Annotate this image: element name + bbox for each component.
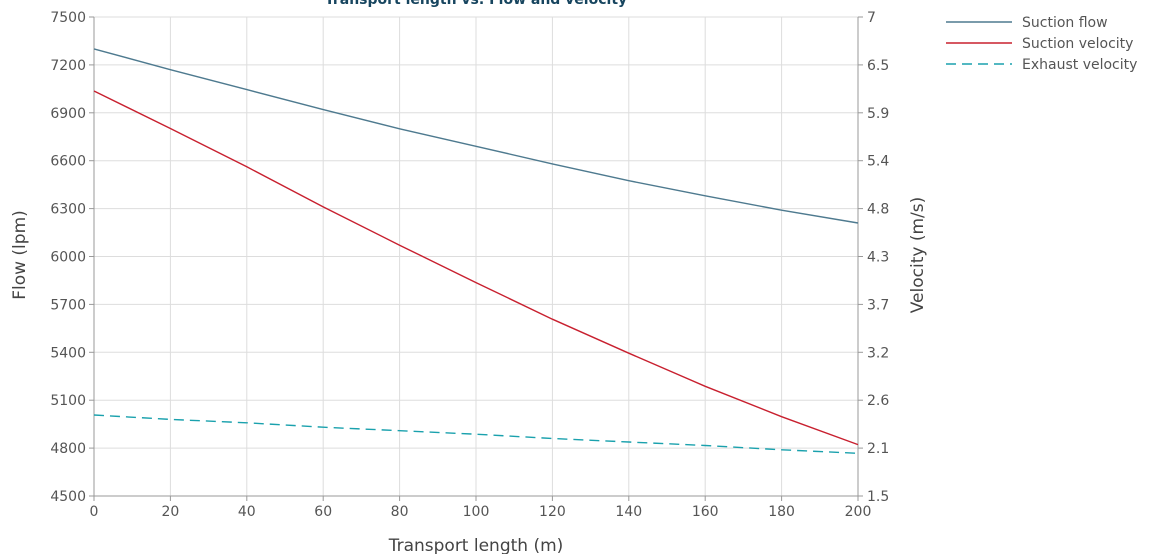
series-line-suction-flow [93,48,859,224]
x-tick-label: 120 [539,504,566,520]
right-y-tick-label: 3.2 [867,345,889,361]
left-y-tick-label: 6600 [50,154,86,170]
right-y-tick-label: 3.7 [867,297,889,313]
x-tick-label: 140 [615,504,642,520]
right-y-tick-label: 7 [867,10,876,26]
left-y-tick-label: 5100 [50,393,86,409]
x-tick-label: 200 [845,504,872,520]
x-tick-label: 40 [238,504,256,520]
x-tick-label: 20 [161,504,179,520]
x-tick-label: 100 [463,504,490,520]
series-lines [93,48,859,454]
x-axis-ticks: 0 20 40 60 80 100 120 140 160 180 200 [90,496,872,520]
legend-label: Suction flow [1022,15,1108,31]
left-y-tick-label: 6000 [50,250,86,266]
right-y-tick-label: 2.1 [867,441,889,457]
right-y-axis-title: Velocity (m/s) [908,197,928,314]
gridlines [93,16,859,497]
right-y-tick-label: 5.4 [867,154,889,170]
right-y-tick-label: 5.9 [867,106,889,122]
right-y-tick-label: 1.5 [867,489,889,505]
left-y-tick-label: 5400 [50,345,86,361]
left-y-tick-label: 4500 [50,489,86,505]
left-y-axis-ticks: 4500 4800 5100 5400 5700 6000 6300 6600 6900 7200… [50,10,94,505]
x-tick-label: 180 [768,504,795,520]
x-tick-label: 60 [314,504,332,520]
right-y-tick-label: 4.8 [867,202,889,218]
left-y-tick-label: 6300 [50,202,86,218]
x-tick-label: 0 [90,504,99,520]
chart-title: Transport length vs. Flow and velocity [325,0,627,8]
x-tick-label: 160 [692,504,719,520]
legend-label: Suction velocity [1022,36,1133,52]
x-axis-title: Transport length (m) [388,536,564,554]
left-y-tick-label: 7200 [50,58,86,74]
right-y-tick-label: 4.3 [867,250,889,266]
left-y-tick-label: 4800 [50,441,86,457]
right-y-tick-label: 6.5 [867,58,889,74]
right-y-axis-ticks: 1.5 2.1 2.6 3.2 3.7 4.3 4.8 5.4 5.9 6.5 7 [858,10,889,505]
x-tick-label: 80 [391,504,409,520]
series-line-suction-velocity [93,90,859,446]
left-y-tick-label: 5700 [50,297,86,313]
left-y-axis-title: Flow (lpm) [10,210,30,300]
right-y-tick-label: 2.6 [867,393,889,409]
left-y-tick-label: 6900 [50,106,86,122]
left-y-tick-label: 7500 [50,10,86,26]
legend: Suction flow Suction velocity Exhaust velo… [946,15,1137,73]
legend-label: Exhaust velocity [1022,57,1137,73]
